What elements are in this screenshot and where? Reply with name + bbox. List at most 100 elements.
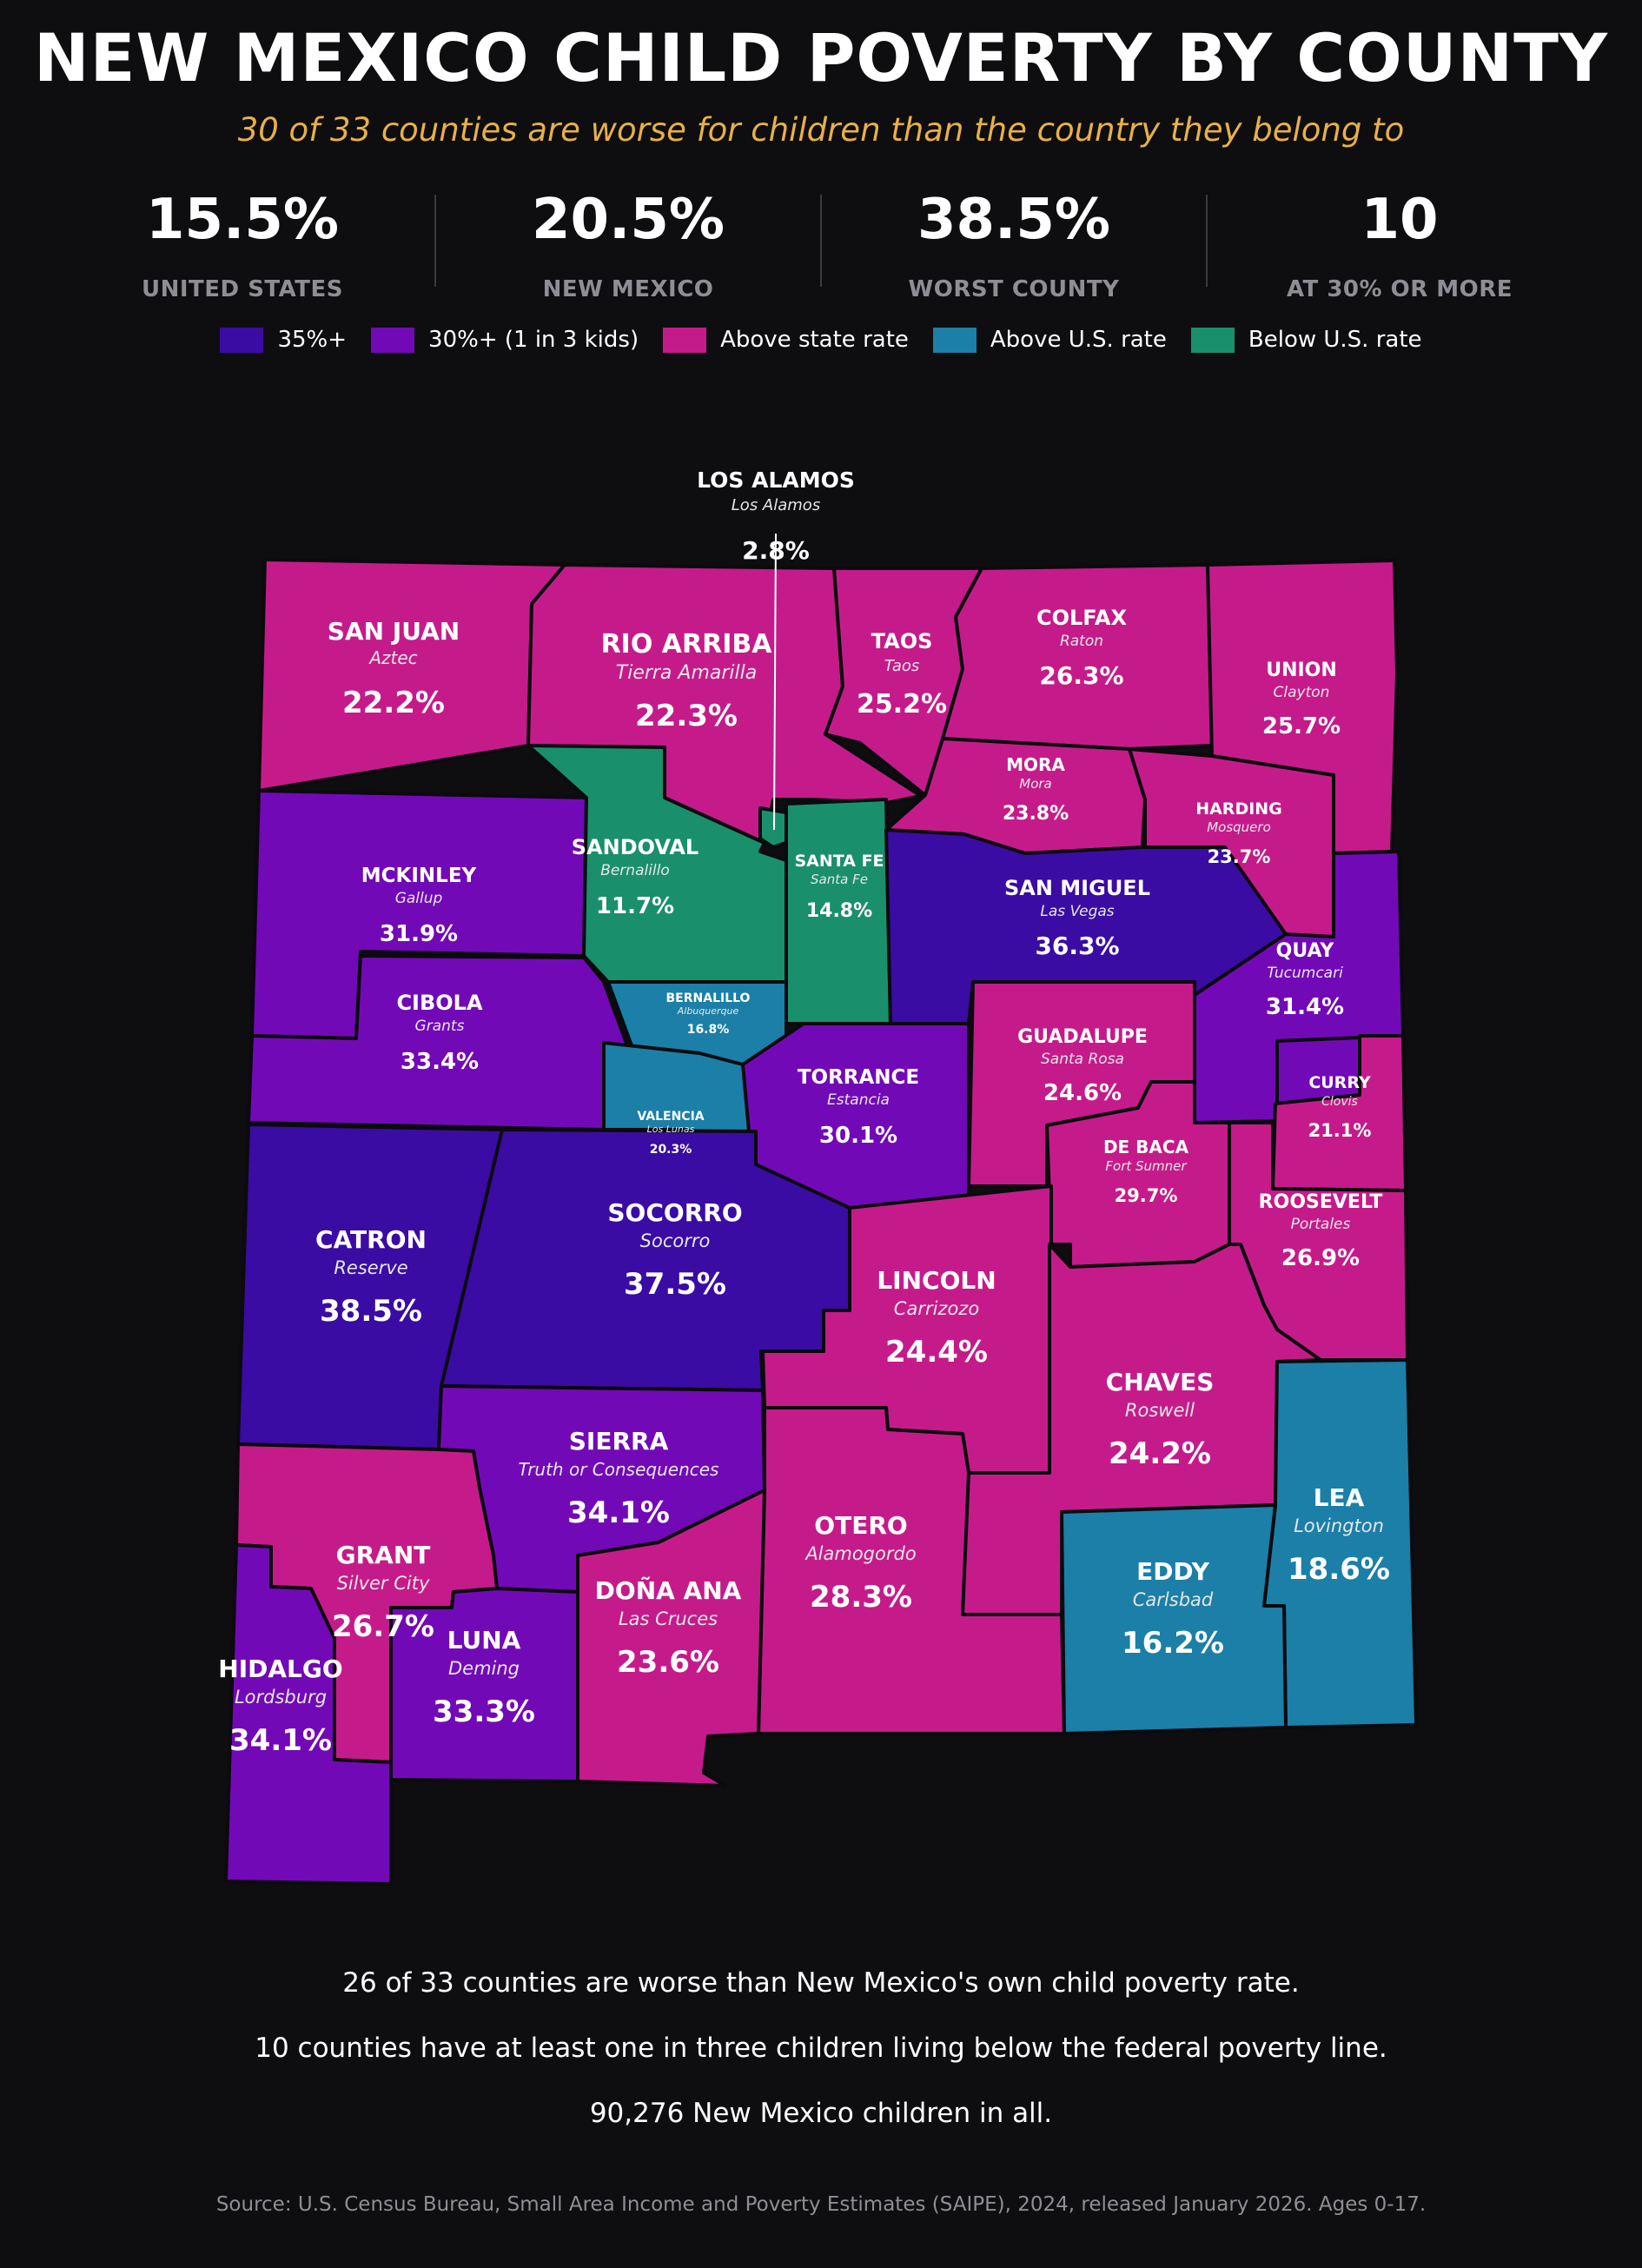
- county-name-taos: TAOS: [871, 629, 933, 653]
- county-colfax[interactable]: [941, 563, 1214, 751]
- county-name-san-miguel: SAN MIGUEL: [1004, 876, 1150, 900]
- county-san-juan[interactable]: [257, 558, 566, 792]
- county-seat-torrance: Estancia: [827, 1091, 890, 1109]
- stat-label: AT 30% OR MORE: [1286, 276, 1513, 302]
- county-dona-ana[interactable]: [576, 1489, 766, 1787]
- county-lea[interactable]: [1262, 1358, 1418, 1729]
- county-name-catron: CATRON: [315, 1225, 427, 1254]
- stat-label: WORST COUNTY: [908, 276, 1120, 302]
- county-rate-cibola: 33.4%: [401, 1049, 479, 1075]
- county-name-mora: MORA: [1006, 754, 1065, 775]
- county-rate-san-juan: 22.2%: [342, 686, 445, 720]
- footer-line-2: 10 counties have at least one in three c…: [255, 2033, 1387, 2064]
- county-name-sandoval: SANDOVAL: [572, 835, 699, 859]
- county-seat-lincoln: Carrizozo: [894, 1298, 979, 1319]
- county-rate-roosevelt: 26.9%: [1281, 1245, 1360, 1271]
- county-rate-valencia: 20.3%: [650, 1143, 692, 1157]
- county-rate-torrance: 30.1%: [819, 1123, 897, 1149]
- legend-item-above-us: Above U.S. rate: [932, 327, 1167, 353]
- county-rate-colfax: 26.3%: [1039, 661, 1123, 690]
- legend-swatch: [371, 327, 415, 353]
- stats-row: 15.5% UNITED STATES 20.5% NEW MEXICO 38.…: [0, 182, 1642, 304]
- county-seat-sierra: Truth or Consequences: [519, 1459, 719, 1480]
- county-seat-otero: Alamogordo: [804, 1543, 916, 1564]
- county-name-eddy: EDDY: [1136, 1557, 1210, 1586]
- county-name-guadalupe: GUADALUPE: [1017, 1026, 1148, 1048]
- county-name-los-alamos: LOS ALAMOS: [697, 468, 855, 493]
- county-rate-taos: 25.2%: [857, 689, 947, 720]
- legend-item-30-plus: 30%+ (1 in 3 kids): [371, 327, 639, 353]
- page-subtitle: 30 of 33 counties are worse for children…: [237, 111, 1405, 149]
- county-los-alamos[interactable]: [758, 806, 792, 849]
- legend-swatch: [1190, 327, 1235, 353]
- county-seat-curry: Clovis: [1321, 1095, 1358, 1109]
- county-name-grant: GRANT: [336, 1541, 431, 1569]
- county-rate-san-miguel: 36.3%: [1035, 932, 1119, 960]
- county-name-san-juan: SAN JUAN: [328, 617, 460, 646]
- county-rate-chaves: 24.2%: [1109, 1436, 1211, 1471]
- stat-label: NEW MEXICO: [542, 276, 714, 302]
- county-name-socorro: SOCORRO: [607, 1198, 742, 1227]
- county-rate-otero: 28.3%: [810, 1580, 912, 1615]
- county-seat-luna: Deming: [448, 1658, 520, 1679]
- legend-swatch: [663, 327, 707, 353]
- legend-swatch: [932, 327, 977, 353]
- county-seat-valencia: Los Lunas: [647, 1124, 695, 1135]
- county-seat-mora: Mora: [1019, 776, 1051, 792]
- county-name-mckinley: MCKINLEY: [361, 865, 477, 887]
- county-rate-grant: 26.7%: [332, 1609, 434, 1644]
- stat-worst-county: 38.5% WORST COUNTY: [823, 182, 1205, 302]
- county-rate-socorro: 37.5%: [624, 1267, 726, 1302]
- county-name-dona-ana: DOÑA ANA: [595, 1575, 742, 1605]
- county-luna[interactable]: [389, 1587, 579, 1783]
- source-note: Source: U.S. Census Bureau, Small Area I…: [215, 2193, 1427, 2216]
- county-seat-catron: Reserve: [334, 1257, 407, 1278]
- county-seat-rio-arriba: Tierra Amarilla: [616, 662, 757, 684]
- county-rate-mckinley: 31.9%: [380, 921, 458, 947]
- county-rate-sierra: 34.1%: [567, 1495, 670, 1530]
- county-rate-harding: 23.7%: [1208, 846, 1271, 867]
- county-rate-dona-ana: 23.6%: [617, 1645, 719, 1680]
- county-seat-san-juan: Aztec: [367, 647, 417, 668]
- county-name-valencia: VALENCIA: [637, 1110, 704, 1124]
- county-name-lea: LEA: [1314, 1483, 1365, 1512]
- stat-value: 10: [1361, 188, 1439, 252]
- county-seat-socorro: Socorro: [640, 1230, 711, 1251]
- county-seat-guadalupe: Santa Rosa: [1041, 1051, 1124, 1068]
- county-seat-taos: Taos: [884, 657, 920, 675]
- stat-value: 20.5%: [531, 188, 725, 252]
- county-name-cibola: CIBOLA: [396, 991, 483, 1015]
- county-seat-santa-fe: Santa Fe: [811, 872, 868, 887]
- stat-value: 15.5%: [145, 188, 340, 252]
- legend-label: Above state rate: [720, 327, 909, 353]
- county-name-sierra: SIERRA: [569, 1427, 669, 1456]
- stat-divider: [1206, 195, 1208, 287]
- county-eddy[interactable]: [1060, 1503, 1288, 1735]
- county-seat-san-miguel: Las Vegas: [1040, 903, 1114, 920]
- county-seat-hidalgo: Lordsburg: [235, 1687, 327, 1708]
- county-name-otero: OTERO: [814, 1511, 907, 1540]
- county-name-quay: QUAY: [1276, 940, 1335, 962]
- county-name-hidalgo: HIDALGO: [218, 1655, 342, 1683]
- legend-item-above-state: Above state rate: [663, 327, 909, 353]
- stat-label: UNITED STATES: [142, 276, 343, 302]
- county-name-curry: CURRY: [1308, 1073, 1371, 1092]
- legend: 35%+ 30%+ (1 in 3 kids) Above state rate…: [0, 327, 1642, 353]
- county-seat-dona-ana: Las Cruces: [619, 1608, 718, 1629]
- county-rate-santa-fe: 14.8%: [806, 900, 872, 922]
- county-seat-los-alamos: Los Alamos: [732, 496, 820, 514]
- county-rate-lea: 18.6%: [1288, 1552, 1390, 1587]
- county-seat-de-baca: Fort Sumner: [1105, 1158, 1187, 1174]
- county-seat-bernalillo: Albuquerque: [677, 1005, 739, 1017]
- legend-item-below-us: Below U.S. rate: [1190, 327, 1422, 353]
- county-name-de-baca: DE BACA: [1103, 1137, 1189, 1157]
- county-rate-catron: 38.5%: [320, 1294, 422, 1329]
- county-rate-luna: 33.3%: [433, 1694, 535, 1729]
- county-seat-sandoval: Bernalillo: [600, 862, 670, 879]
- county-rate-quay: 31.4%: [1266, 994, 1344, 1020]
- county-rate-sandoval: 11.7%: [596, 893, 674, 919]
- legend-label: Above U.S. rate: [990, 327, 1167, 353]
- county-rate-los-alamos: 2.8%: [742, 536, 810, 565]
- county-hidalgo[interactable]: [224, 1543, 393, 1886]
